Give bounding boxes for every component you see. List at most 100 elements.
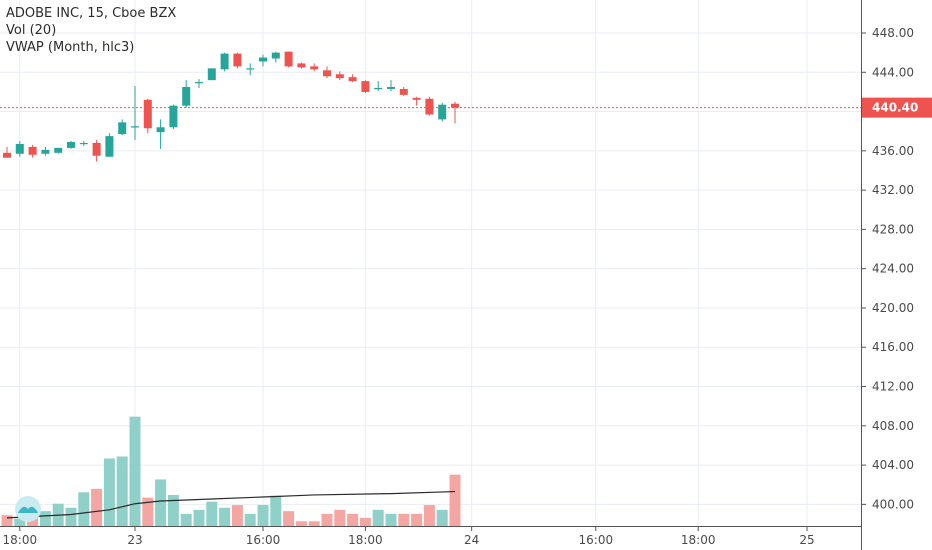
y-tick-label-10: 408.00 <box>872 419 914 433</box>
legend-vol: Vol (20) <box>6 23 57 38</box>
volume-bar-16 <box>206 501 218 526</box>
volume-bar-13 <box>167 494 179 526</box>
candle-body-14 <box>182 87 191 106</box>
candle-body-10 <box>131 126 139 128</box>
volume-bar-9 <box>116 456 128 526</box>
y-tick-label-4: 432.00 <box>872 183 914 197</box>
candle-body-33 <box>425 98 434 115</box>
chart-legend: ADOBE INC, 15, Cboe BZX Vol (20) VWAP (M… <box>6 5 176 56</box>
y-tick-label-12: 400.00 <box>872 497 914 511</box>
candle-body-8 <box>105 136 114 157</box>
volume-bar-18 <box>231 505 243 526</box>
volume-bar-0 <box>1 515 13 526</box>
x-tick-label-4: 24 <box>464 533 479 547</box>
legend-title: ADOBE INC, 15, Cboe BZX <box>6 6 177 21</box>
candle-body-34 <box>438 104 447 120</box>
volume-bar-25 <box>321 513 333 526</box>
last-price-tag <box>862 97 932 118</box>
volume-bar-29 <box>372 509 384 526</box>
volume-bar-14 <box>180 513 192 526</box>
candle-body-23 <box>297 63 306 68</box>
x-tick-label-7: 25 <box>799 533 814 547</box>
x-tick-label-5: 16:00 <box>579 533 614 547</box>
volume-bar-17 <box>219 507 231 526</box>
grid-lines <box>0 0 861 526</box>
volume-bars <box>1 416 461 526</box>
candle-body-31 <box>399 88 408 95</box>
candle-body-29 <box>374 87 383 90</box>
volume-bar-10 <box>129 416 141 526</box>
volume-bar-26 <box>334 509 346 526</box>
candle-body-26 <box>335 74 344 79</box>
candle-body-7 <box>92 142 101 156</box>
candle-body-22 <box>284 51 293 67</box>
tradingview-logo-icon <box>15 496 41 522</box>
candle-body-2 <box>28 146 37 155</box>
volume-bar-21 <box>270 495 282 526</box>
y-tick-label-3: 436.00 <box>872 144 914 158</box>
y-tick-label-11: 404.00 <box>872 458 914 472</box>
x-tick-label-3: 18:00 <box>348 533 383 547</box>
volume-bar-5 <box>65 507 77 526</box>
candle-body-25 <box>323 70 331 77</box>
volume-bar-7 <box>91 488 103 526</box>
volume-bar-30 <box>385 513 397 526</box>
candle-body-6 <box>79 142 88 145</box>
candlesticks[interactable] <box>3 51 459 162</box>
x-tick-label-1: 23 <box>127 533 142 547</box>
y-tick-label-8: 416.00 <box>872 340 914 354</box>
volume-bar-35 <box>449 474 461 526</box>
y-tick-label-1: 444.00 <box>872 65 914 79</box>
volume-bar-24 <box>308 521 320 526</box>
candle-body-16 <box>207 68 216 81</box>
volume-bar-27 <box>347 513 359 526</box>
x-tick-label-6: 18:00 <box>681 533 716 547</box>
candle-body-13 <box>169 105 178 128</box>
legend-vwap: VWAP (Month, hlc3) <box>6 40 135 55</box>
last-price-label: 440.40 <box>872 101 918 115</box>
volume-bar-28 <box>359 517 371 526</box>
y-tick-label-0: 448.00 <box>872 26 914 40</box>
volume-bar-34 <box>436 509 448 526</box>
volume-bar-32 <box>411 513 423 526</box>
candle-body-35 <box>451 103 459 108</box>
logo-mark <box>18 506 38 513</box>
volume-bar-31 <box>398 513 410 526</box>
price-axis-panel <box>861 0 932 550</box>
candle-body-15 <box>195 82 203 84</box>
candle-body-4 <box>54 147 63 153</box>
time-axis-panel <box>0 526 861 550</box>
candle-body-18 <box>233 53 242 67</box>
volume-bar-22 <box>283 511 295 526</box>
candle-body-21 <box>271 52 280 59</box>
y-tick-label-7: 420.00 <box>872 301 914 315</box>
candle-body-30 <box>387 87 395 89</box>
candle-body-19 <box>246 68 255 70</box>
volume-bar-8 <box>103 458 115 526</box>
volume-bar-6 <box>78 492 90 526</box>
volume-bar-1 <box>14 518 26 526</box>
candle-body-0 <box>3 152 11 158</box>
candle-body-3 <box>41 149 50 154</box>
candle-body-17 <box>220 53 229 70</box>
vwap-line <box>6 490 456 519</box>
candle-body-32 <box>412 97 421 100</box>
candle-body-27 <box>348 77 357 82</box>
volume-bar-33 <box>423 505 435 526</box>
volume-bar-23 <box>295 521 307 526</box>
candle-body-5 <box>67 142 75 148</box>
candle-body-12 <box>156 127 165 133</box>
candle-body-9 <box>118 122 127 135</box>
y-tick-label-9: 412.00 <box>872 380 914 394</box>
y-tick-label-5: 428.00 <box>872 222 914 236</box>
candle-body-28 <box>361 81 370 92</box>
volume-bar-19 <box>244 513 256 526</box>
y-tick-label-6: 424.00 <box>872 262 914 276</box>
volume-bar-12 <box>155 479 167 526</box>
volume-bar-20 <box>257 505 269 526</box>
x-tick-label-0: 18:00 <box>3 533 38 547</box>
candle-body-24 <box>310 66 319 70</box>
volume-bar-15 <box>193 509 205 526</box>
